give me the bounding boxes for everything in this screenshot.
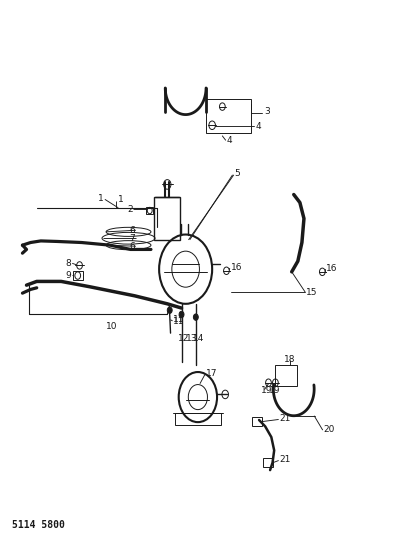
Text: 17: 17 [206,369,217,377]
Text: 11: 11 [173,316,185,324]
Bar [154,197,180,240]
Text: 11: 11 [173,318,185,326]
Bar [206,99,251,133]
Bar [73,271,83,280]
Text: 13: 13 [186,334,197,343]
Circle shape [193,314,198,320]
Text: 14: 14 [193,334,204,343]
Text: 21: 21 [279,414,291,423]
Bar [252,417,262,426]
Text: 16: 16 [231,263,242,272]
Circle shape [179,311,184,318]
Text: 4: 4 [226,136,232,144]
Text: 4: 4 [256,122,262,131]
Bar [175,414,221,425]
Text: 21: 21 [279,455,291,464]
Text: 5114 5800: 5114 5800 [12,520,65,530]
Text: 10: 10 [106,322,118,330]
Circle shape [167,307,172,313]
Text: 19: 19 [261,386,273,394]
Bar [275,365,297,386]
Text: 5: 5 [235,169,240,177]
Text: 9: 9 [66,271,71,279]
Text: 16: 16 [326,264,338,272]
Text: 2: 2 [127,205,133,214]
Text: 1: 1 [118,196,124,204]
Bar [263,458,273,467]
Text: 8: 8 [66,259,71,268]
Text: 20: 20 [324,425,335,433]
Text: 3: 3 [264,108,270,116]
Text: 19: 19 [269,386,280,394]
Text: 18: 18 [284,355,295,364]
Text: 7: 7 [129,234,135,243]
Text: 6: 6 [129,226,135,235]
Text: 1: 1 [98,194,104,203]
Bar [146,207,153,214]
Text: 15: 15 [306,288,317,296]
Text: 6: 6 [129,242,135,251]
Text: 12: 12 [177,334,189,343]
